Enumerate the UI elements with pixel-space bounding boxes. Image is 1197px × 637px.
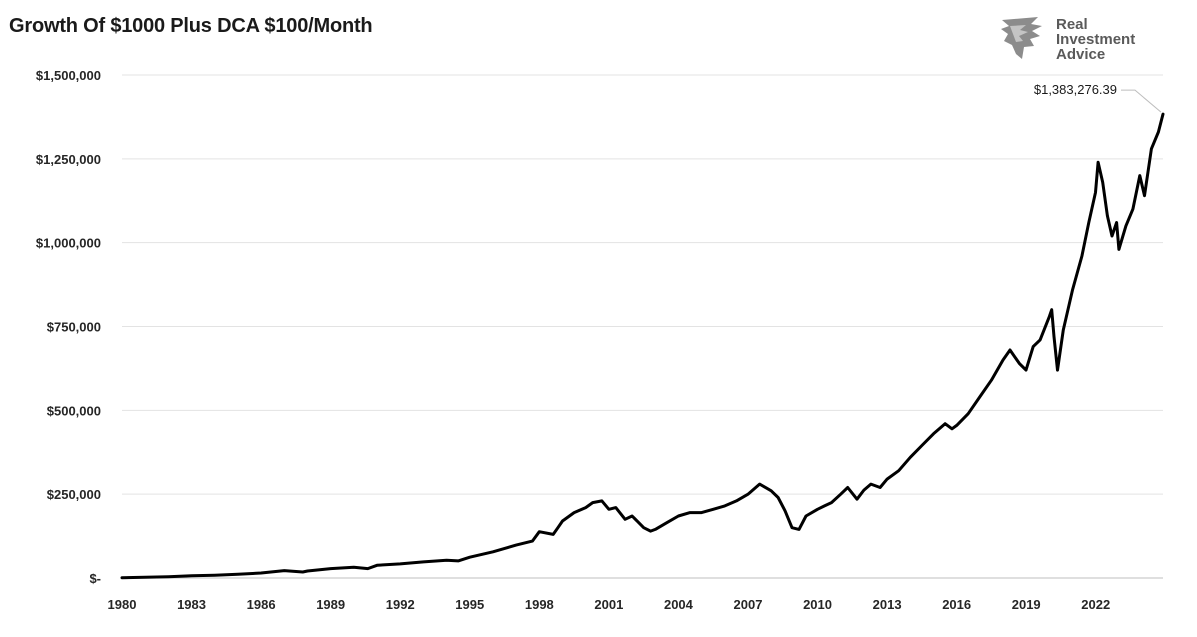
y-tick-label: $1,250,000 — [36, 152, 101, 167]
x-tick-label: 2022 — [1081, 597, 1110, 612]
x-tick-label: 2004 — [664, 597, 694, 612]
x-tick-label: 1998 — [525, 597, 554, 612]
y-tick-label: $500,000 — [47, 403, 101, 418]
x-tick-label: 1986 — [247, 597, 276, 612]
y-tick-label: $1,500,000 — [36, 68, 101, 83]
x-tick-label: 2007 — [734, 597, 763, 612]
x-tick-label: 1989 — [316, 597, 345, 612]
axes: $- $250,000 $500,000 $750,000 $1,000,000 $1,2… — [36, 68, 1163, 612]
logo-text-line3: Advice — [1056, 46, 1106, 63]
logo-text-line1: Real — [1056, 16, 1088, 33]
x-tick-label: 2013 — [873, 597, 902, 612]
y-tick-label: $- — [89, 571, 101, 586]
x-tick-label: 1992 — [386, 597, 415, 612]
x-tick-label: 2001 — [594, 597, 623, 612]
gridlines — [122, 74, 1163, 495]
logo: Real Investment Advice — [998, 14, 1168, 64]
annotation-leader-line — [1121, 89, 1162, 113]
x-tick-label: 1995 — [455, 597, 484, 612]
x-tick-label: 2016 — [942, 597, 971, 612]
lion-head-icon — [1001, 17, 1042, 59]
y-tick-label: $1,000,000 — [36, 236, 101, 251]
x-tick-label: 1983 — [177, 597, 206, 612]
x-tick-label: 2010 — [803, 597, 832, 612]
series-layer — [120, 112, 1165, 580]
annotation-label: $1,383,276.39 — [1034, 82, 1117, 97]
y-tick-label: $250,000 — [47, 487, 101, 502]
series-line — [120, 112, 1165, 580]
y-tick-label: $750,000 — [47, 320, 101, 335]
chart-title: Growth Of $1000 Plus DCA $100/Month — [9, 15, 373, 37]
x-tick-label: 2019 — [1012, 597, 1041, 612]
annotation-layer: $1,383,276.39 — [1034, 82, 1162, 113]
x-tick-label: 1980 — [108, 597, 137, 612]
logo-text-line2: Investment — [1056, 31, 1136, 48]
